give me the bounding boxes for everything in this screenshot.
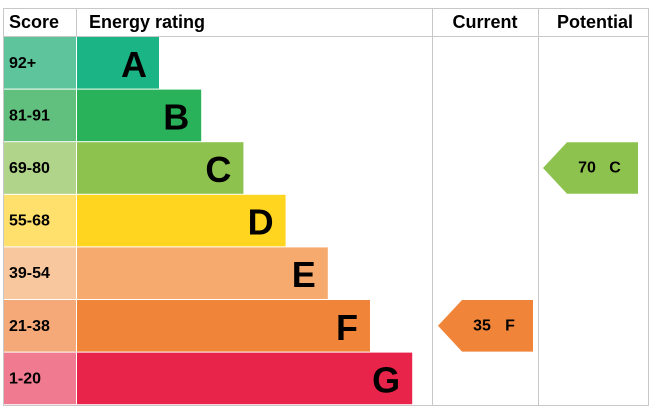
header-rating: Energy rating: [89, 12, 205, 32]
rating-bar: [77, 352, 413, 405]
score-range: 92+: [9, 55, 36, 72]
rating-letter: A: [121, 44, 147, 85]
rating-bar: [77, 89, 202, 142]
frame: [3, 8, 649, 406]
rating-letter: G: [372, 359, 400, 400]
score-range: 1-20: [9, 370, 41, 387]
score-cell: [4, 247, 76, 299]
score-range: 39-54: [9, 265, 50, 282]
score-range: 69-80: [9, 160, 50, 177]
current-arrow: [438, 300, 533, 352]
header-score: Score: [9, 12, 59, 32]
score-range: 21-38: [9, 318, 50, 335]
header-current: Current: [452, 12, 517, 32]
rating-letter: D: [248, 202, 274, 243]
current-score: 35: [473, 317, 491, 334]
current-letter: F: [505, 317, 515, 334]
rating-bar: [77, 194, 286, 247]
rating-letter: B: [163, 96, 189, 137]
rating-letter: C: [205, 149, 231, 190]
score-cell: [4, 37, 76, 89]
rating-letter: F: [336, 307, 358, 348]
potential-score: 70: [578, 160, 596, 177]
rating-bar: [77, 300, 370, 352]
score-cell: [4, 300, 76, 352]
score-range: 55-68: [9, 213, 50, 230]
score-range: 81-91: [9, 107, 50, 124]
potential-arrow: [543, 142, 638, 194]
rating-bar: [77, 247, 328, 299]
header-potential: Potential: [557, 12, 633, 32]
score-cell: [4, 194, 76, 247]
rating-bar: [77, 142, 244, 194]
score-cell: [4, 142, 76, 194]
rating-letter: E: [292, 254, 316, 295]
score-cell: [4, 89, 76, 142]
potential-letter: C: [609, 160, 621, 177]
rating-bar: [77, 37, 159, 89]
score-cell: [4, 352, 76, 405]
